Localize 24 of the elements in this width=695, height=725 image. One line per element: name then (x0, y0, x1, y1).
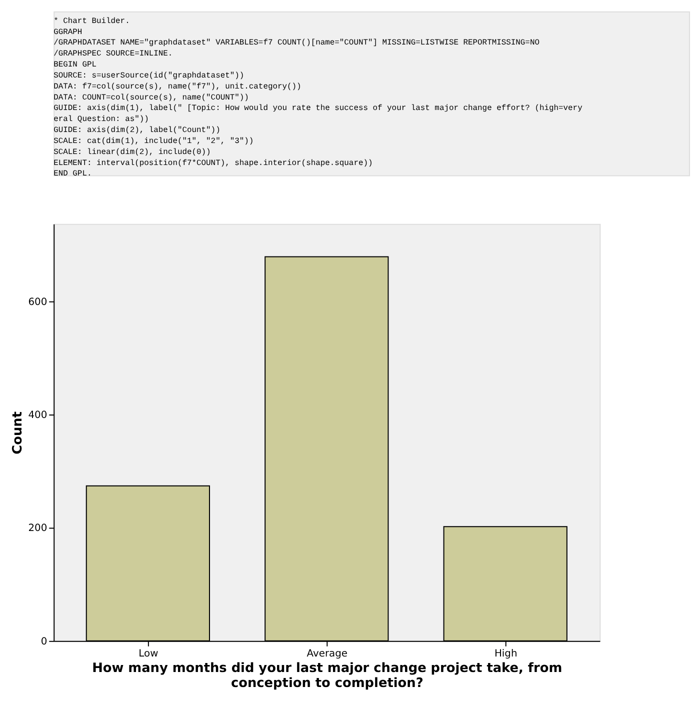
x-tick-label: Low (138, 648, 158, 660)
y-axis-title: Count (10, 411, 26, 454)
text: ELEMENT: interval(position(f7*COUNT), shape.interior(shape.square)) (54, 158, 373, 168)
y-tick-label: 600 (28, 296, 48, 308)
text: BEGIN GPL (54, 60, 97, 70)
text: SCALE: cat(dim(1), include("1", "2", "3")) (54, 136, 254, 146)
text: /GRAPHSPEC SOURCE=INLINE. (54, 50, 173, 59)
text: DATA: f7=col(source(s), name("f7"), unit.category()) (54, 82, 302, 92)
text: GUIDE: axis(dim(1), label(" [Topic: How would you rate the success of your last major change effort? (high=very (54, 104, 583, 114)
text: * Chart Builder. (54, 16, 130, 26)
text: SCALE: linear(dim(2), include(0)) (54, 148, 211, 157)
text: DATA: COUNT=col(source(s), name("COUNT")) (54, 93, 249, 102)
text: /GRAPHDATASET NAME="graphdataset" VARIABLES=f7 COUNT()[name="COUNT"] MISSING=LISTWISE REPORTMISSING=NO (54, 38, 540, 48)
y-tick-label: 200 (28, 523, 48, 534)
x-tick-label: Average (306, 648, 348, 660)
text: GUIDE: axis(dim(2), label("Count")) (54, 126, 220, 136)
text: eral Question: as")) (54, 115, 149, 124)
text: END GPL. (54, 170, 92, 179)
x-tick-label: High (494, 648, 518, 660)
text: SOURCE: s=userSource(id("graphdataset")) (54, 71, 244, 80)
text: GGRAPH (54, 28, 82, 37)
x-axis-title: How many months did your last major change project take, from conception to completion? (92, 661, 562, 692)
y-tick-label: 400 (28, 410, 48, 422)
y-tick-label: 0 (40, 636, 48, 648)
